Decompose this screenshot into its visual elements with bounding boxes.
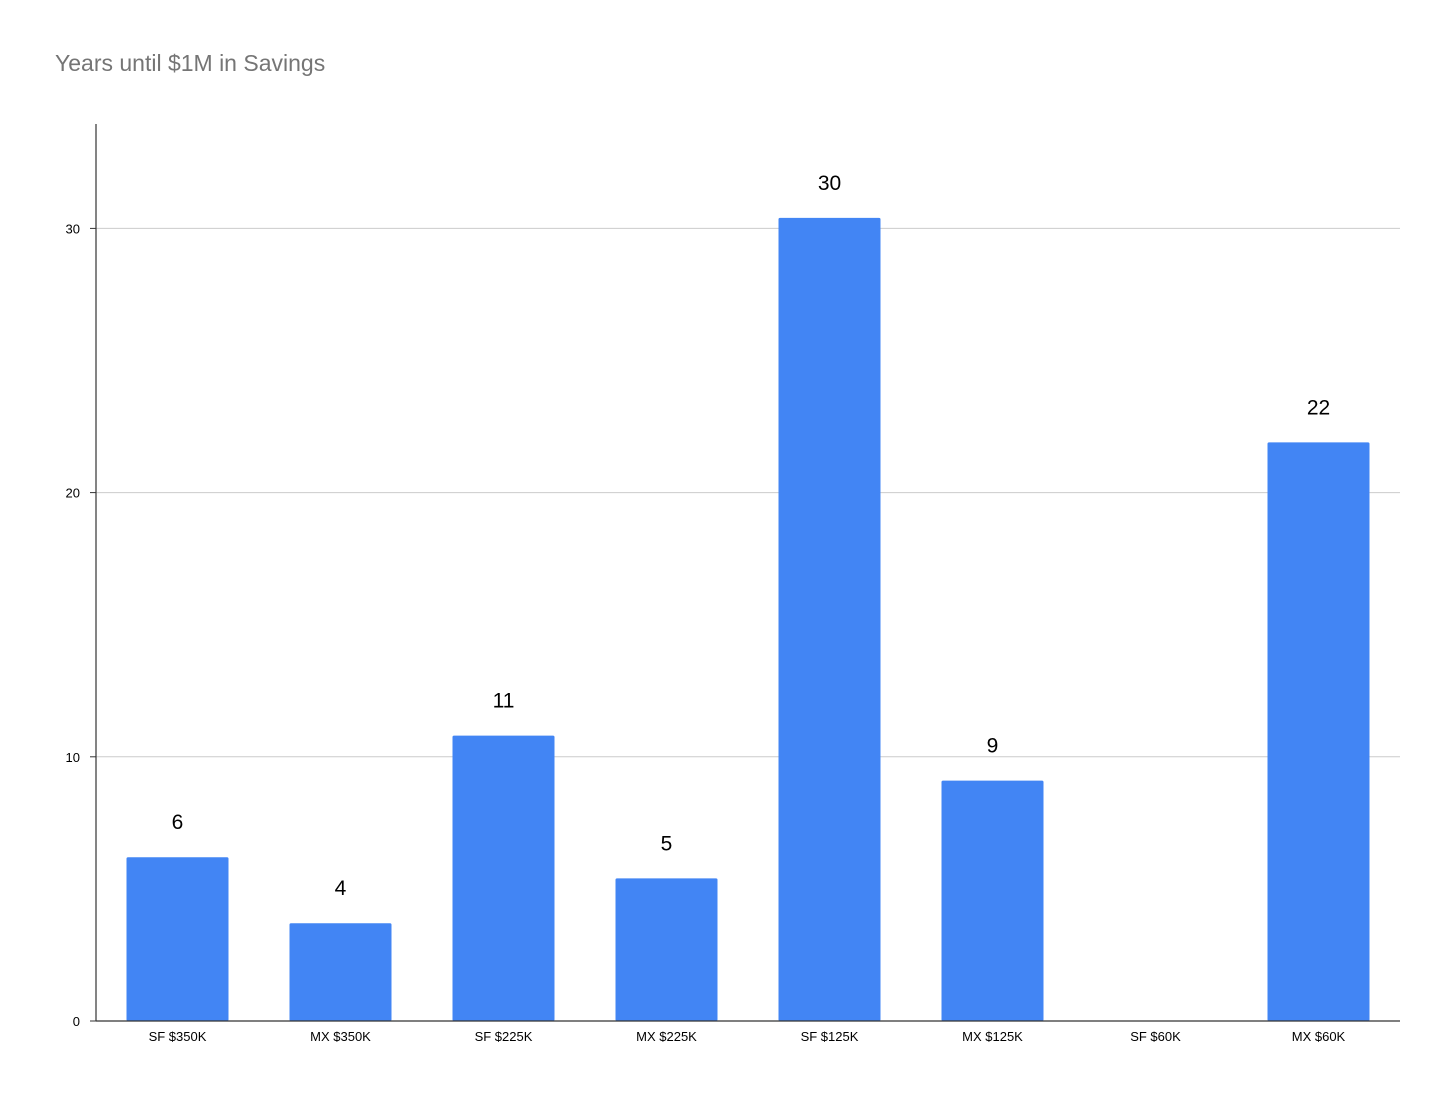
y-tick-labels: 0 10 20 30 bbox=[66, 221, 96, 1029]
bar bbox=[126, 857, 229, 1021]
x-tick-label: SF $350K bbox=[149, 1029, 207, 1044]
x-tick-label: MX $60K bbox=[1292, 1029, 1346, 1044]
bars bbox=[126, 217, 1370, 1022]
x-tick-label: SF $125K bbox=[801, 1029, 859, 1044]
x-tick-label: MX $350K bbox=[310, 1029, 371, 1044]
bar bbox=[1267, 442, 1370, 1022]
data-label: 4 bbox=[335, 877, 347, 900]
chart-title: Years until $1M in Savings bbox=[55, 50, 326, 76]
x-tick-labels: SF $350K MX $350K SF $225K MX $225K SF $125K… bbox=[149, 1029, 1346, 1044]
bar bbox=[615, 878, 718, 1021]
x-tick-label: MX $125K bbox=[962, 1029, 1023, 1044]
x-tick-label: MX $225K bbox=[636, 1029, 697, 1044]
data-label: 9 bbox=[987, 735, 999, 758]
gridlines bbox=[96, 227, 1400, 758]
y-tick-label: 20 bbox=[66, 486, 80, 501]
y-tick-label: 10 bbox=[66, 750, 80, 765]
data-label: 22 bbox=[1307, 396, 1330, 419]
y-tick-label: 0 bbox=[73, 1014, 80, 1029]
data-label: 6 bbox=[172, 811, 184, 834]
axes bbox=[95, 124, 1400, 1022]
x-tick-label: SF $225K bbox=[475, 1029, 533, 1044]
y-tick-label: 30 bbox=[66, 221, 80, 236]
data-label: 11 bbox=[493, 690, 515, 713]
data-labels: 6 4 11 5 30 9 22 bbox=[172, 172, 1331, 900]
data-label: 5 bbox=[661, 832, 673, 855]
data-label: 30 bbox=[818, 172, 841, 195]
bar bbox=[289, 923, 392, 1021]
bar bbox=[778, 217, 881, 1021]
x-tick-label: SF $60K bbox=[1130, 1029, 1181, 1044]
bar bbox=[941, 780, 1044, 1021]
bar bbox=[452, 735, 555, 1021]
